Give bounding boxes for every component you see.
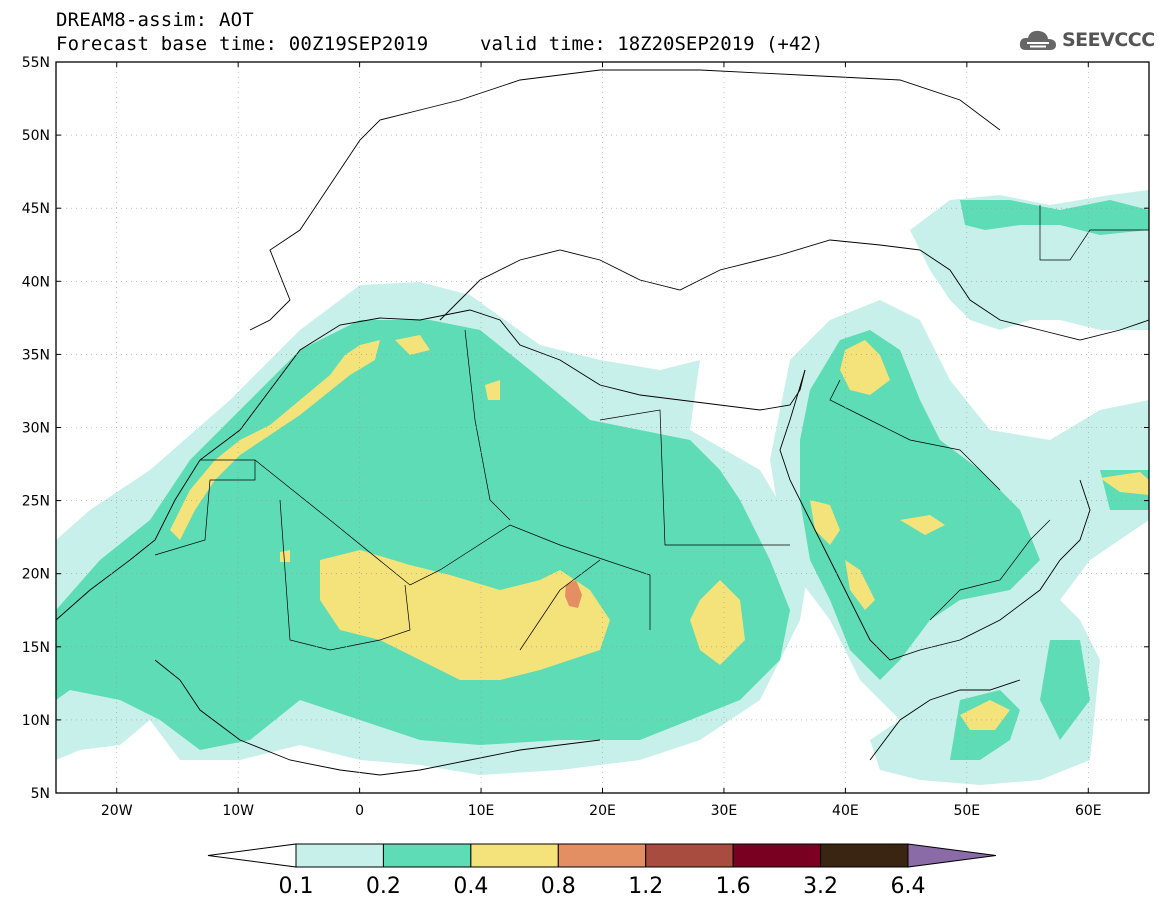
aot-layer-0.8	[565, 580, 582, 608]
colorbar: 0.1 0.2 0.4 0.8 1.2 1.6 3.2 6.4	[207, 843, 997, 899]
logo-text: SEEVCCC	[1062, 29, 1155, 51]
colorbar-swatch	[732, 843, 822, 868]
lon-label: 50E	[953, 803, 980, 819]
colorbar-swatch	[295, 843, 384, 868]
lon-label: 40E	[832, 803, 859, 819]
colorbar-label: 0.1	[279, 874, 314, 899]
lat-label: 25N	[22, 494, 50, 510]
lon-label: 10E	[468, 803, 495, 819]
forecast-base-time: Forecast base time: 00Z19SEP2019	[56, 33, 429, 55]
colorbar-label: 0.8	[541, 874, 576, 899]
lon-label: 20W	[101, 803, 133, 819]
colorbar-over	[907, 843, 997, 868]
chart-title: DREAM8-assim: AOT	[56, 9, 254, 31]
colorbar-label: 1.2	[628, 874, 663, 899]
lat-label: 15N	[22, 640, 50, 656]
lat-label: 10N	[22, 713, 50, 729]
coastlines	[56, 69, 1149, 776]
colorbar-swatch	[382, 843, 472, 868]
aot-layer-0.4	[170, 335, 1149, 730]
lat-label: 55N	[22, 55, 50, 71]
graticule	[56, 62, 1149, 793]
country-borders	[154, 205, 1149, 651]
lat-label: 20N	[22, 567, 50, 583]
colorbar-label: 3.2	[803, 874, 838, 899]
colorbar-label: 6.4	[891, 874, 926, 899]
lat-label: 30N	[22, 421, 50, 437]
valid-time: valid time: 18Z20SEP2019 (+42)	[480, 33, 824, 55]
colorbar-label: 0.2	[366, 874, 401, 899]
lon-label: 20E	[589, 803, 616, 819]
lat-label: 5N	[31, 786, 50, 802]
seevccc-logo: SEEVCCC	[1018, 25, 1155, 55]
colorbar-label: 1.6	[716, 874, 751, 899]
colorbar-label: 0.4	[453, 874, 488, 899]
lat-label: 50N	[22, 128, 50, 144]
colorbar-swatch	[470, 843, 559, 868]
lon-label: 60E	[1075, 803, 1102, 819]
lon-label: 30E	[711, 803, 738, 819]
colorbar-swatch	[557, 843, 647, 868]
cloud-icon	[1019, 30, 1056, 50]
lat-label: 35N	[22, 347, 50, 363]
lon-label: 10W	[222, 803, 254, 819]
colorbar-swatch	[645, 843, 734, 868]
lon-label: 0	[355, 803, 364, 819]
colorbar-swatch	[820, 843, 909, 868]
colorbar-under	[207, 843, 297, 868]
latitude-axis: 55N 50N 45N 40N 35N 30N 25N 20N 15N 10N 5N	[22, 55, 1149, 802]
longitude-axis: 20W 10W 0 10E 20E 30E 40E 50E 60E	[101, 62, 1102, 819]
lat-label: 45N	[22, 201, 50, 217]
lat-label: 40N	[22, 274, 50, 290]
